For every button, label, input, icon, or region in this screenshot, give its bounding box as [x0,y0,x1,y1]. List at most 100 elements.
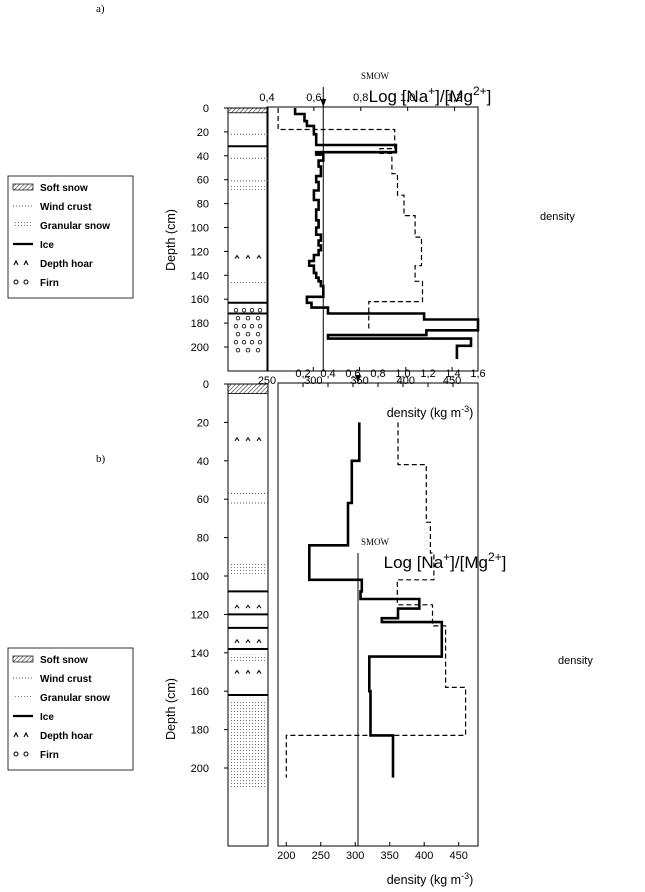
bottom-tick-label: 350 [350,375,368,387]
density-series-label: density [558,655,593,667]
depth-hoar-mark [234,436,240,442]
bottom-tick-label: 250 [312,850,330,862]
y-tick-label: 120 [191,609,209,621]
legend: Soft snow Wind crust Granular snow Ice Depth… [7,647,134,771]
legend-frame [7,647,134,771]
bottom-axis-label: density (kg m-3) [387,871,474,887]
granular-snow-layer [229,184,267,192]
bottom-axis-label-part: density (kg m [387,406,461,420]
plot-frame [277,382,479,847]
depth-hoar-mark [256,604,262,609]
legend: Soft snow Wind crust Granular snow Ice Depth… [7,175,134,299]
title-part-e: ] [502,553,507,572]
top-tick-label: 1,2 [420,368,435,380]
stratigraphy-column [227,383,269,847]
bottom-axis-label-sup: -3 [461,404,469,414]
top-tick-label: 0,2 [295,368,310,380]
legend-symbol-depth-hoar [13,731,19,738]
y-tick-label: 100 [191,571,209,583]
y-tick-label: 40 [197,151,209,163]
legend-label: Ice [40,240,54,251]
firn-mark [235,315,241,321]
legend-label: Soft snow [40,183,88,194]
legend-symbol-firn [13,751,19,757]
granular-snow-layer [229,562,267,576]
title-part-b: + [428,84,435,98]
y-tick-label: 80 [197,533,209,545]
legend-label: Granular snow [40,221,110,232]
firn-mark [245,315,251,321]
granular-snow-layer [229,700,267,788]
depth-hoar-mark [245,669,251,674]
smow-label: SMOW [361,537,390,547]
title-part-c: ]/[Mg [450,553,488,572]
depth-hoar-mark [234,254,240,259]
legend-label: Firn [40,750,59,761]
top-tick-label: 0,4 [320,368,335,380]
y-tick-label: 0 [203,379,209,391]
bottom-tick-label: 350 [381,850,399,862]
bottom-tick-label: 300 [346,850,364,862]
depth-hoar-mark [256,669,262,674]
legend-symbol-firn [23,751,29,757]
top-tick-label: 1,0 [400,92,415,104]
density-series-label: density [540,211,575,223]
bottom-tick-label: 400 [397,375,415,387]
bottom-tick-label: 450 [443,375,461,387]
legend-symbol-soft-snow [12,183,34,191]
legend-label: Depth hoar [40,259,93,270]
depth-hoar-mark [256,436,262,442]
bottom-axis-label: density (kg m-3) [387,404,474,420]
depth-hoar-mark [256,638,262,644]
density-line [277,108,424,330]
y-tick-label: 180 [191,725,209,737]
legend-label: Firn [40,278,59,289]
y-axis-label: Depth (cm) [164,209,178,271]
soft-snow-layer [227,383,269,395]
bottom-axis-label-sup: -3 [461,871,469,881]
y-tick-label: 120 [191,246,209,258]
title-part-d: 2+ [473,84,487,98]
top-tick-label: 1,6 [470,368,485,380]
top-tick-label: 0,8 [353,92,368,104]
legend-label: Depth hoar [40,731,93,742]
legend-symbol-firn [23,279,29,285]
bottom-axis-label-part: ) [469,873,473,887]
smow-arrowhead [355,375,361,383]
title-part-c: ]/[Mg [435,87,473,106]
bottom-tick-label: 400 [415,850,433,862]
legend-label: Ice [40,712,54,723]
firn-mark [233,323,239,329]
y-tick-label: 80 [197,199,209,211]
bottom-axis-label-part: density (kg m [387,873,461,887]
y-tick-label: 160 [191,686,209,698]
depth-hoar-mark [234,638,240,644]
legend-symbol-soft-snow [12,655,34,663]
depth-hoar-mark [245,638,251,644]
depth-hoar-mark [245,254,251,259]
firn-mark [241,323,247,329]
firn-mark [245,331,251,337]
top-tick-label: 0,6 [306,92,321,104]
y-tick-label: 200 [191,763,209,775]
title-part-e: ] [487,87,492,106]
depth-hoar-mark [245,604,251,609]
firn-mark [241,339,247,345]
legend-label: Wind crust [40,674,92,685]
legend-symbol-depth-hoar [13,259,19,266]
y-axis-label: Depth (cm) [164,678,178,740]
top-tick-label: 0,8 [370,368,385,380]
firn-mark [241,307,247,313]
firn-mark [249,307,255,313]
granular-snow-layer [229,654,267,663]
top-tick-label: 1,0 [395,368,410,380]
top-tick-label: 0,4 [259,92,274,104]
y-tick-label: 60 [197,494,209,506]
granular-snow-layer [229,280,267,284]
column-frame [227,107,269,372]
firn-mark [257,339,263,345]
title-part-a: Log [Na [369,87,429,106]
firn-mark [233,339,239,345]
title-part-d: 2+ [488,550,502,564]
